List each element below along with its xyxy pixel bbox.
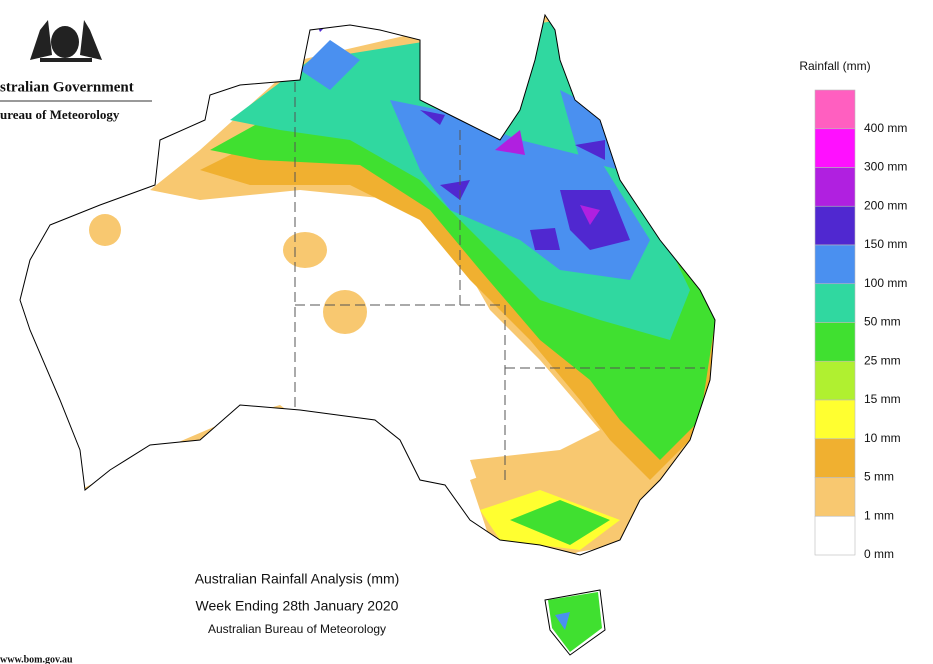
caption-period: Week Ending 28th January 2020 <box>196 598 399 614</box>
legend-label: 400 mm <box>864 121 907 135</box>
footer-url: www.bom.gov.au <box>0 654 73 664</box>
coat-of-arms <box>30 20 102 62</box>
legend-swatch <box>814 360 856 401</box>
legend-swatch <box>814 322 856 362</box>
legend-label: 15 mm <box>864 392 901 406</box>
legend-swatch <box>814 167 856 207</box>
legend-label: 1 mm <box>864 508 894 522</box>
rainfall-map <box>19 13 716 656</box>
government-name: stralian Government <box>0 79 134 95</box>
legend-swatch <box>814 515 856 556</box>
legend-label: 100 mm <box>864 276 907 290</box>
legend-swatch <box>814 89 856 130</box>
legend-label: 5 mm <box>864 470 894 484</box>
bureau-name: ureau of Meteorology <box>0 107 120 122</box>
legend-swatch <box>814 438 856 478</box>
legend-label: 0 mm <box>864 547 894 561</box>
legend-label: 300 mm <box>864 160 907 174</box>
legend-swatch <box>814 283 856 323</box>
legend-label: 25 mm <box>864 353 901 367</box>
legend-swatch <box>814 128 856 168</box>
legend-swatch <box>814 205 856 246</box>
legend-label: 200 mm <box>864 198 907 212</box>
legend-swatch <box>814 399 856 440</box>
legend: 400 mm 300 mm 200 mm 150 mm 100 mm 50 mm 25 mm… <box>814 89 907 561</box>
coastline <box>19 13 716 656</box>
state-borders <box>294 82 705 480</box>
legend-label: 50 mm <box>864 315 901 329</box>
legend-label: 10 mm <box>864 431 901 445</box>
caption-source: Australian Bureau of Meteorology <box>208 622 386 636</box>
legend-swatch <box>814 477 856 517</box>
legend-swatch <box>814 244 856 285</box>
caption-title: Australian Rainfall Analysis (mm) <box>195 571 400 587</box>
legend-title: Rainfall (mm) <box>799 59 870 73</box>
legend-label: 150 mm <box>864 237 907 251</box>
